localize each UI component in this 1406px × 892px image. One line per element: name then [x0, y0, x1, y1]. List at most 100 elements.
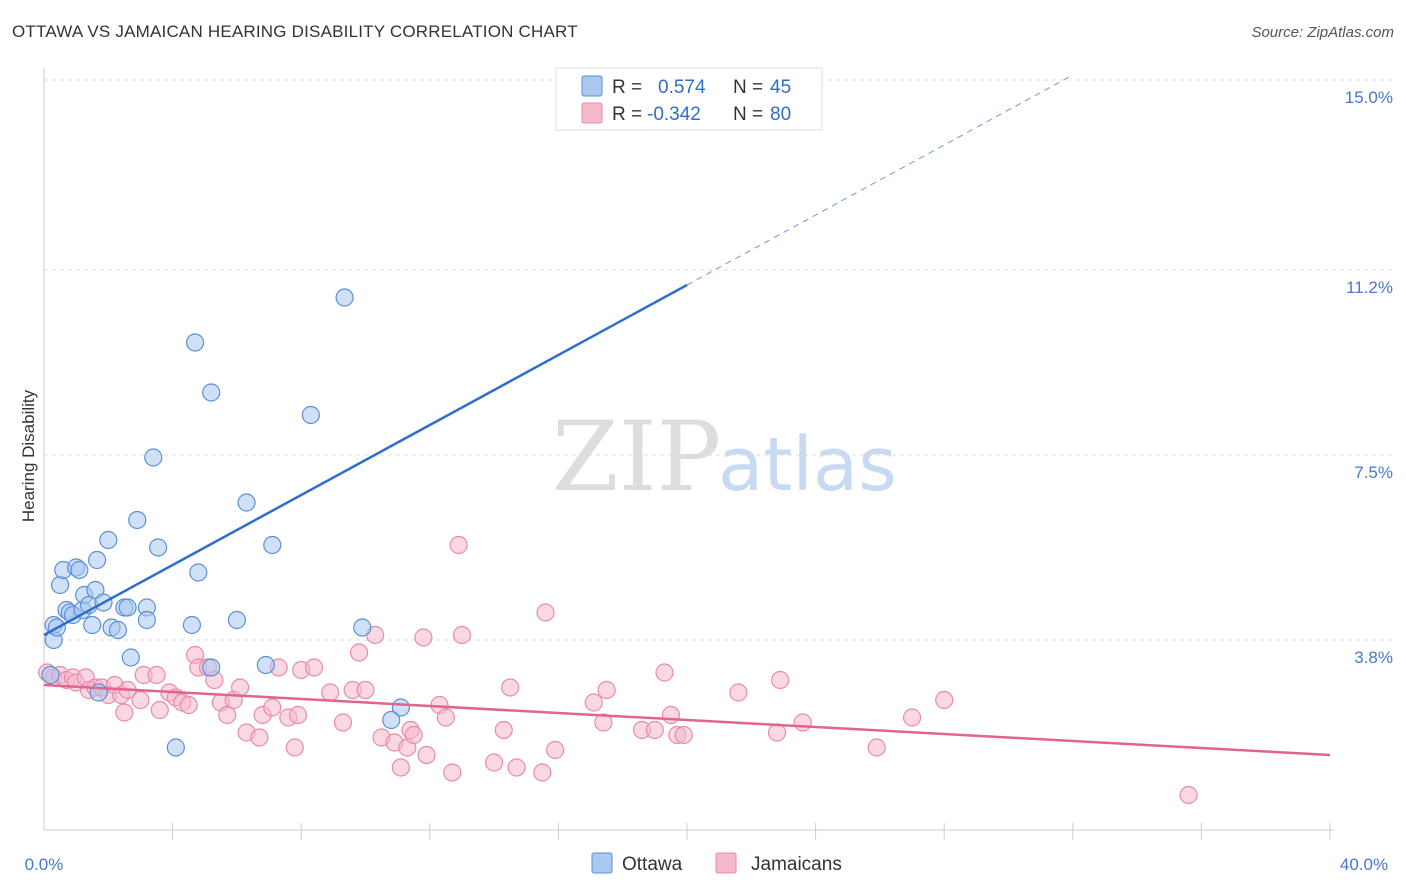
jamaicans-point: [349, 643, 369, 662]
jamaicans-point: [150, 700, 169, 720]
legend-swatch-ottawa: [581, 75, 603, 97]
jamaicans-point: [443, 763, 462, 782]
ottawa-point: [41, 665, 60, 685]
legend-n-label-jamaicans: N =: [733, 104, 763, 125]
jamaicans-point: [1179, 785, 1198, 805]
series-legend-swatch-jamaicans: [715, 852, 737, 874]
watermark-zip: ZIP: [552, 401, 721, 513]
legend-n-label-ottawa: N =: [733, 77, 763, 98]
jamaicans-point: [231, 678, 250, 697]
legend-r-value-ottawa: 0.574: [658, 77, 706, 98]
y-tick-label: 11.2%: [1346, 278, 1393, 297]
ottawa-points: [41, 288, 410, 757]
x-tick-label-max: 40.0%: [1340, 855, 1388, 874]
ottawa-point: [118, 598, 137, 617]
chart-title: OTTAWA VS JAMAICAN HEARING DISABILITY CO…: [12, 22, 578, 41]
jamaicans-point: [131, 690, 150, 710]
ottawa-point: [149, 538, 168, 557]
series-legend-jamaicans: Jamaicans: [751, 854, 842, 875]
chart-source: Source: ZipAtlas.com: [1251, 24, 1394, 41]
y-tick-label: 3.8%: [1354, 648, 1393, 667]
ottawa-point: [166, 738, 185, 757]
ottawa-point: [186, 333, 205, 352]
legend-n-value-jamaicans: 80: [770, 104, 791, 125]
ottawa-point: [256, 655, 275, 675]
ottawa-trendline: [43, 283, 688, 637]
ottawa-point: [227, 610, 246, 630]
jamaicans-point: [674, 725, 693, 745]
jamaicans-point: [304, 658, 324, 677]
jamaicans-point: [452, 625, 472, 645]
jamaicans-point: [536, 603, 555, 622]
trendlines: [43, 74, 1331, 757]
ottawa-point: [189, 563, 208, 582]
legend-r-value-jamaicans: -0.342: [647, 104, 701, 125]
jamaicans-point: [867, 738, 886, 757]
jamaicans-point: [179, 695, 198, 715]
legend-r-label-jamaicans: R =: [612, 104, 642, 125]
y-tick-labels: 3.8% 7.5% 11.2% 15.0%: [1345, 88, 1393, 667]
jamaicans-point: [501, 678, 520, 697]
ottawa-point: [128, 510, 147, 530]
jamaicans-point: [288, 705, 308, 725]
ottawa-point: [353, 618, 372, 637]
jamaicans-point: [507, 758, 526, 777]
ottawa-point: [121, 648, 140, 667]
jamaicans-point: [729, 683, 748, 702]
jamaicans-point: [935, 690, 954, 710]
ottawa-point: [237, 493, 256, 512]
legend-n-value-ottawa: 45: [770, 77, 791, 98]
jamaicans-point: [436, 708, 455, 727]
x-ticks: [172, 823, 1331, 840]
jamaicans-point: [584, 693, 603, 712]
jamaicans-point: [594, 713, 613, 732]
ottawa-point: [70, 560, 89, 580]
ottawa-point: [382, 710, 401, 730]
jamaicans-point: [404, 725, 423, 745]
jamaicans-point: [391, 758, 410, 777]
jamaicans-point: [485, 753, 504, 772]
jamaicans-point: [645, 720, 664, 740]
jamaicans-point: [546, 740, 565, 760]
jamaicans-point: [333, 713, 353, 732]
jamaicans-point: [597, 680, 616, 700]
ottawa-point: [202, 658, 221, 677]
ottawa-point: [137, 610, 156, 630]
ottawa-point: [99, 530, 118, 550]
jamaicans-point: [417, 745, 436, 765]
jamaicans-point: [218, 705, 237, 725]
watermark-atlas: atlas: [718, 422, 897, 508]
legend-r-label-ottawa: R =: [612, 77, 642, 98]
jamaicans-point: [414, 628, 433, 647]
series-legend-ottawa: Ottawa: [622, 854, 683, 875]
series-legend: Ottawa Jamaicans: [591, 852, 842, 875]
ottawa-point: [301, 405, 320, 425]
jamaicans-trendline: [43, 683, 1331, 757]
jamaicans-point: [115, 703, 134, 722]
ottawa-point: [108, 620, 128, 640]
jamaicans-point: [285, 738, 304, 757]
jamaicans-point: [655, 663, 674, 682]
y-axis-label: Hearing Disability: [19, 389, 38, 522]
jamaicans-point: [147, 665, 166, 685]
jamaicans-point: [661, 705, 681, 725]
y-tick-label: 7.5%: [1354, 463, 1393, 482]
jamaicans-point: [250, 728, 269, 747]
ottawa-point: [263, 535, 282, 555]
ottawa-point: [182, 615, 201, 635]
watermark: ZIP atlas: [552, 401, 897, 513]
jamaicans-point: [263, 698, 282, 717]
ottawa-point: [50, 575, 70, 595]
jamaicans-point: [767, 723, 787, 742]
correlation-legend: R = 0.574 N = 45 R = -0.342 N = 80: [555, 67, 823, 131]
jamaicans-point: [902, 708, 922, 727]
ottawa-point: [87, 550, 107, 570]
grid-lines: [44, 79, 1392, 641]
jamaicans-point: [321, 683, 340, 702]
jamaicans-point: [449, 535, 468, 555]
ottawa-point: [202, 383, 221, 402]
jamaicans-point: [494, 720, 513, 740]
jamaicans-point: [771, 670, 790, 690]
y-tick-label: 15.0%: [1345, 88, 1393, 107]
